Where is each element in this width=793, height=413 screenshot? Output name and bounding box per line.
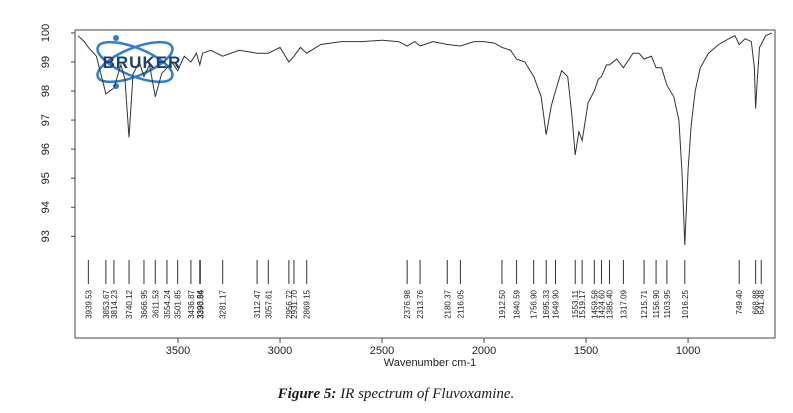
- peak-label: 3390.86: [196, 289, 205, 318]
- peak-label: 3057.61: [264, 289, 273, 318]
- peak-label: 1385.40: [605, 289, 614, 318]
- peak-label: 1553.11: [571, 289, 580, 318]
- peak-label: 1215.71: [640, 289, 649, 318]
- peak-label: 3939.53: [84, 289, 93, 318]
- peak-label: 749.40: [735, 289, 744, 314]
- peak-label: 1424.60: [597, 289, 606, 318]
- peak-label: 3853.67: [102, 289, 111, 318]
- y-tick-label: 98: [40, 85, 52, 97]
- y-tick-label: 100: [40, 24, 52, 42]
- peak-label: 3112.47: [253, 289, 262, 318]
- peak-label: 2956.72: [285, 289, 294, 318]
- peak-label: 2931.70: [290, 289, 299, 318]
- peak-label: 1459.58: [590, 289, 599, 318]
- peak-label: 2116.05: [456, 289, 465, 318]
- peak-label: 3393.54: [196, 289, 205, 318]
- peak-label: 1649.90: [551, 289, 560, 318]
- peak-label: 1840.59: [513, 289, 522, 318]
- peak-label: 1756.90: [530, 289, 539, 318]
- caption-text: IR spectrum of Fluvoxamine.: [339, 386, 514, 402]
- peak-label: 668.88: [752, 289, 761, 314]
- spectrum-line: [77, 32, 772, 246]
- y-tick-label: 96: [40, 143, 52, 155]
- x-tick-label: 2000: [472, 345, 496, 357]
- x-tick-label: 2500: [370, 345, 394, 357]
- peak-label: 1103.95: [663, 289, 672, 318]
- peak-label: 1912.50: [498, 289, 507, 318]
- peak-label: 641.48: [757, 289, 766, 314]
- x-axis-label: Wavenumber cm-1: [384, 357, 477, 369]
- caption: Figure 5: IR spectrum of Fluvoxamine.: [277, 386, 515, 402]
- peak-label: 3554.24: [163, 289, 172, 318]
- x-tick-label: 1000: [676, 345, 700, 357]
- caption-label: Figure 5:: [277, 386, 337, 402]
- logo: BRUKER: [96, 35, 180, 89]
- peak-label: 1016.25: [681, 289, 690, 318]
- plot-frame: [74, 29, 776, 339]
- peak-label: 3281.17: [219, 289, 228, 318]
- peak-label: 2376.98: [403, 289, 412, 318]
- peak-label: 3814.23: [110, 289, 119, 318]
- peak-label: 2869.15: [303, 289, 312, 318]
- y-tick-label: 94: [40, 201, 52, 213]
- peak-label: 1156.90: [652, 289, 661, 318]
- peak-label: 1317.09: [619, 289, 628, 318]
- peak-label: 3740.12: [125, 289, 134, 318]
- peak-label: 3501.85: [174, 289, 183, 318]
- y-tick-label: 93: [40, 230, 52, 242]
- x-tick-label: 3500: [166, 345, 190, 357]
- y-tick-label: 97: [40, 114, 52, 126]
- peak-label: 3611.53: [151, 289, 160, 318]
- x-tick-label: 1500: [574, 345, 598, 357]
- peak-label: 1519.17: [578, 289, 587, 318]
- peak-label: 2180.37: [443, 289, 452, 318]
- peak-label: 3436.87: [187, 289, 196, 318]
- peak-label: 3666.95: [140, 289, 149, 318]
- x-tick-label: 3000: [268, 345, 292, 357]
- y-tick-label: 95: [40, 172, 52, 184]
- peak-label: 2313.76: [416, 289, 425, 318]
- peak-label: 1695.33: [542, 289, 551, 318]
- y-tick-label: 99: [40, 56, 52, 68]
